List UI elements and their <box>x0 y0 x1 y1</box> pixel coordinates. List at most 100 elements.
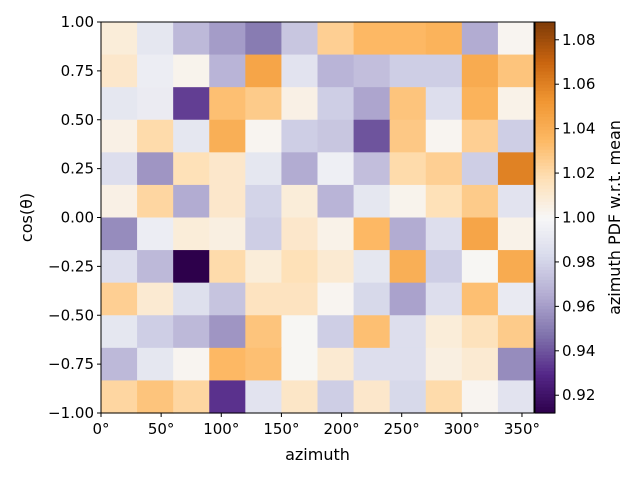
colorbar-segment <box>535 383 555 388</box>
colorbar-segment <box>535 285 555 290</box>
heatmap-cell <box>245 22 283 56</box>
colorbar-segment <box>535 136 555 140</box>
colorbar-segment <box>535 253 555 258</box>
colorbar-tick-label: 1.00 <box>562 209 595 227</box>
colorbar-segment <box>535 116 555 121</box>
heatmap-cell <box>317 380 355 414</box>
y-tick-label: 1.00 <box>61 13 94 31</box>
colorbar-segment <box>535 227 555 232</box>
heatmap-cell <box>101 217 138 251</box>
colorbar-segment <box>535 74 555 78</box>
colorbar-segment <box>535 396 555 401</box>
colorbar-segment <box>535 360 555 365</box>
heatmap-cell <box>389 54 427 88</box>
y-tick-label: 0.75 <box>61 62 94 80</box>
heatmap-cell <box>137 217 174 251</box>
colorbar-segment <box>535 80 555 85</box>
heatmap-cell <box>101 87 138 121</box>
heatmap-cell <box>245 380 283 414</box>
colorbar-segment <box>535 152 555 157</box>
colorbar-segment <box>535 64 555 69</box>
colorbar-segment <box>535 210 555 215</box>
colorbar-segment <box>535 390 555 395</box>
colorbar-segment <box>535 126 555 131</box>
x-tick-label: 200° <box>323 420 359 438</box>
heatmap-cell <box>317 315 355 349</box>
heatmap-cell <box>101 347 138 382</box>
colorbar-segment <box>535 380 555 385</box>
heatmap-cell <box>389 347 427 382</box>
y-axis-ticks: 1.00 0.75 0.50 0.25 0.00 −0.25 −0.50 −0.75 −1.00 <box>48 13 101 422</box>
colorbar-segment <box>535 129 555 134</box>
heatmap-cell <box>353 87 391 121</box>
heatmap-cell <box>245 184 283 219</box>
colorbar-segment <box>535 181 555 186</box>
heatmap-cell <box>353 119 391 153</box>
colorbar-segment <box>535 406 555 411</box>
x-tick-label: 0° <box>92 420 109 438</box>
x-tick-label: 100° <box>203 420 239 438</box>
x-axis-label: azimuth <box>285 445 350 464</box>
heatmap-cell <box>425 347 463 382</box>
heatmap-cell <box>497 152 535 186</box>
heatmap-cell <box>461 315 499 349</box>
colorbar-segment <box>535 162 555 166</box>
colorbar-segment <box>535 38 555 43</box>
colorbar-segment <box>535 292 555 297</box>
colorbar-tick-label: 0.96 <box>562 297 595 315</box>
y-tick-label: 0.25 <box>61 160 94 178</box>
heatmap-cell <box>425 87 463 121</box>
colorbar-segment <box>535 31 555 36</box>
colorbar-segment <box>535 197 555 202</box>
heatmap-cell <box>101 119 138 153</box>
heatmap-cell <box>101 250 138 284</box>
colorbar <box>535 22 555 414</box>
colorbar-segment <box>535 165 555 170</box>
colorbar-segment <box>535 354 555 359</box>
colorbar-segment <box>535 106 555 111</box>
colorbar-segment <box>535 295 555 300</box>
heatmap-cell <box>101 152 138 186</box>
colorbar-segment <box>535 357 555 362</box>
heatmap-cell <box>353 315 391 349</box>
heatmap-cell <box>317 282 355 316</box>
colorbar-segment <box>535 308 555 313</box>
heatmap-cell <box>389 282 427 316</box>
colorbar-segment <box>535 132 555 137</box>
heatmap-cell <box>425 54 463 88</box>
heatmap-cell <box>317 184 355 219</box>
heatmap-cell <box>137 184 174 219</box>
y-tick-label: −1.00 <box>48 404 94 422</box>
colorbar-segment <box>535 233 555 238</box>
colorbar-segment <box>535 123 555 127</box>
colorbar-segment <box>535 386 555 391</box>
colorbar-segment <box>535 41 555 46</box>
heatmap-cell <box>173 217 210 251</box>
heatmap-cell <box>281 250 319 284</box>
heatmap-cell <box>461 119 499 153</box>
x-tick-label: 150° <box>263 420 299 438</box>
colorbar-segment <box>535 393 555 398</box>
colorbar-segment <box>535 184 555 189</box>
heatmap-cell <box>317 217 355 251</box>
colorbar-segment <box>535 77 555 82</box>
heatmap-cell <box>209 380 246 414</box>
heatmap-cell <box>281 119 319 153</box>
colorbar-segment <box>535 57 555 62</box>
heatmap-cell <box>461 152 499 186</box>
heatmap-cell <box>317 347 355 382</box>
heatmap-cell <box>209 282 246 316</box>
colorbar-segment <box>535 100 555 105</box>
colorbar-segment <box>535 370 555 375</box>
heatmap-cell <box>461 282 499 316</box>
colorbar-segment <box>535 373 555 378</box>
colorbar-segment <box>535 243 555 248</box>
y-tick-label: −0.75 <box>48 355 94 373</box>
heatmap-cell <box>101 54 138 88</box>
colorbar-tick-label: 1.04 <box>562 120 595 138</box>
heatmap-cell <box>281 152 319 186</box>
colorbar-segment <box>535 266 555 271</box>
colorbar-segment <box>535 171 555 176</box>
heatmap-cell <box>461 217 499 251</box>
heatmap-cell <box>281 54 319 88</box>
